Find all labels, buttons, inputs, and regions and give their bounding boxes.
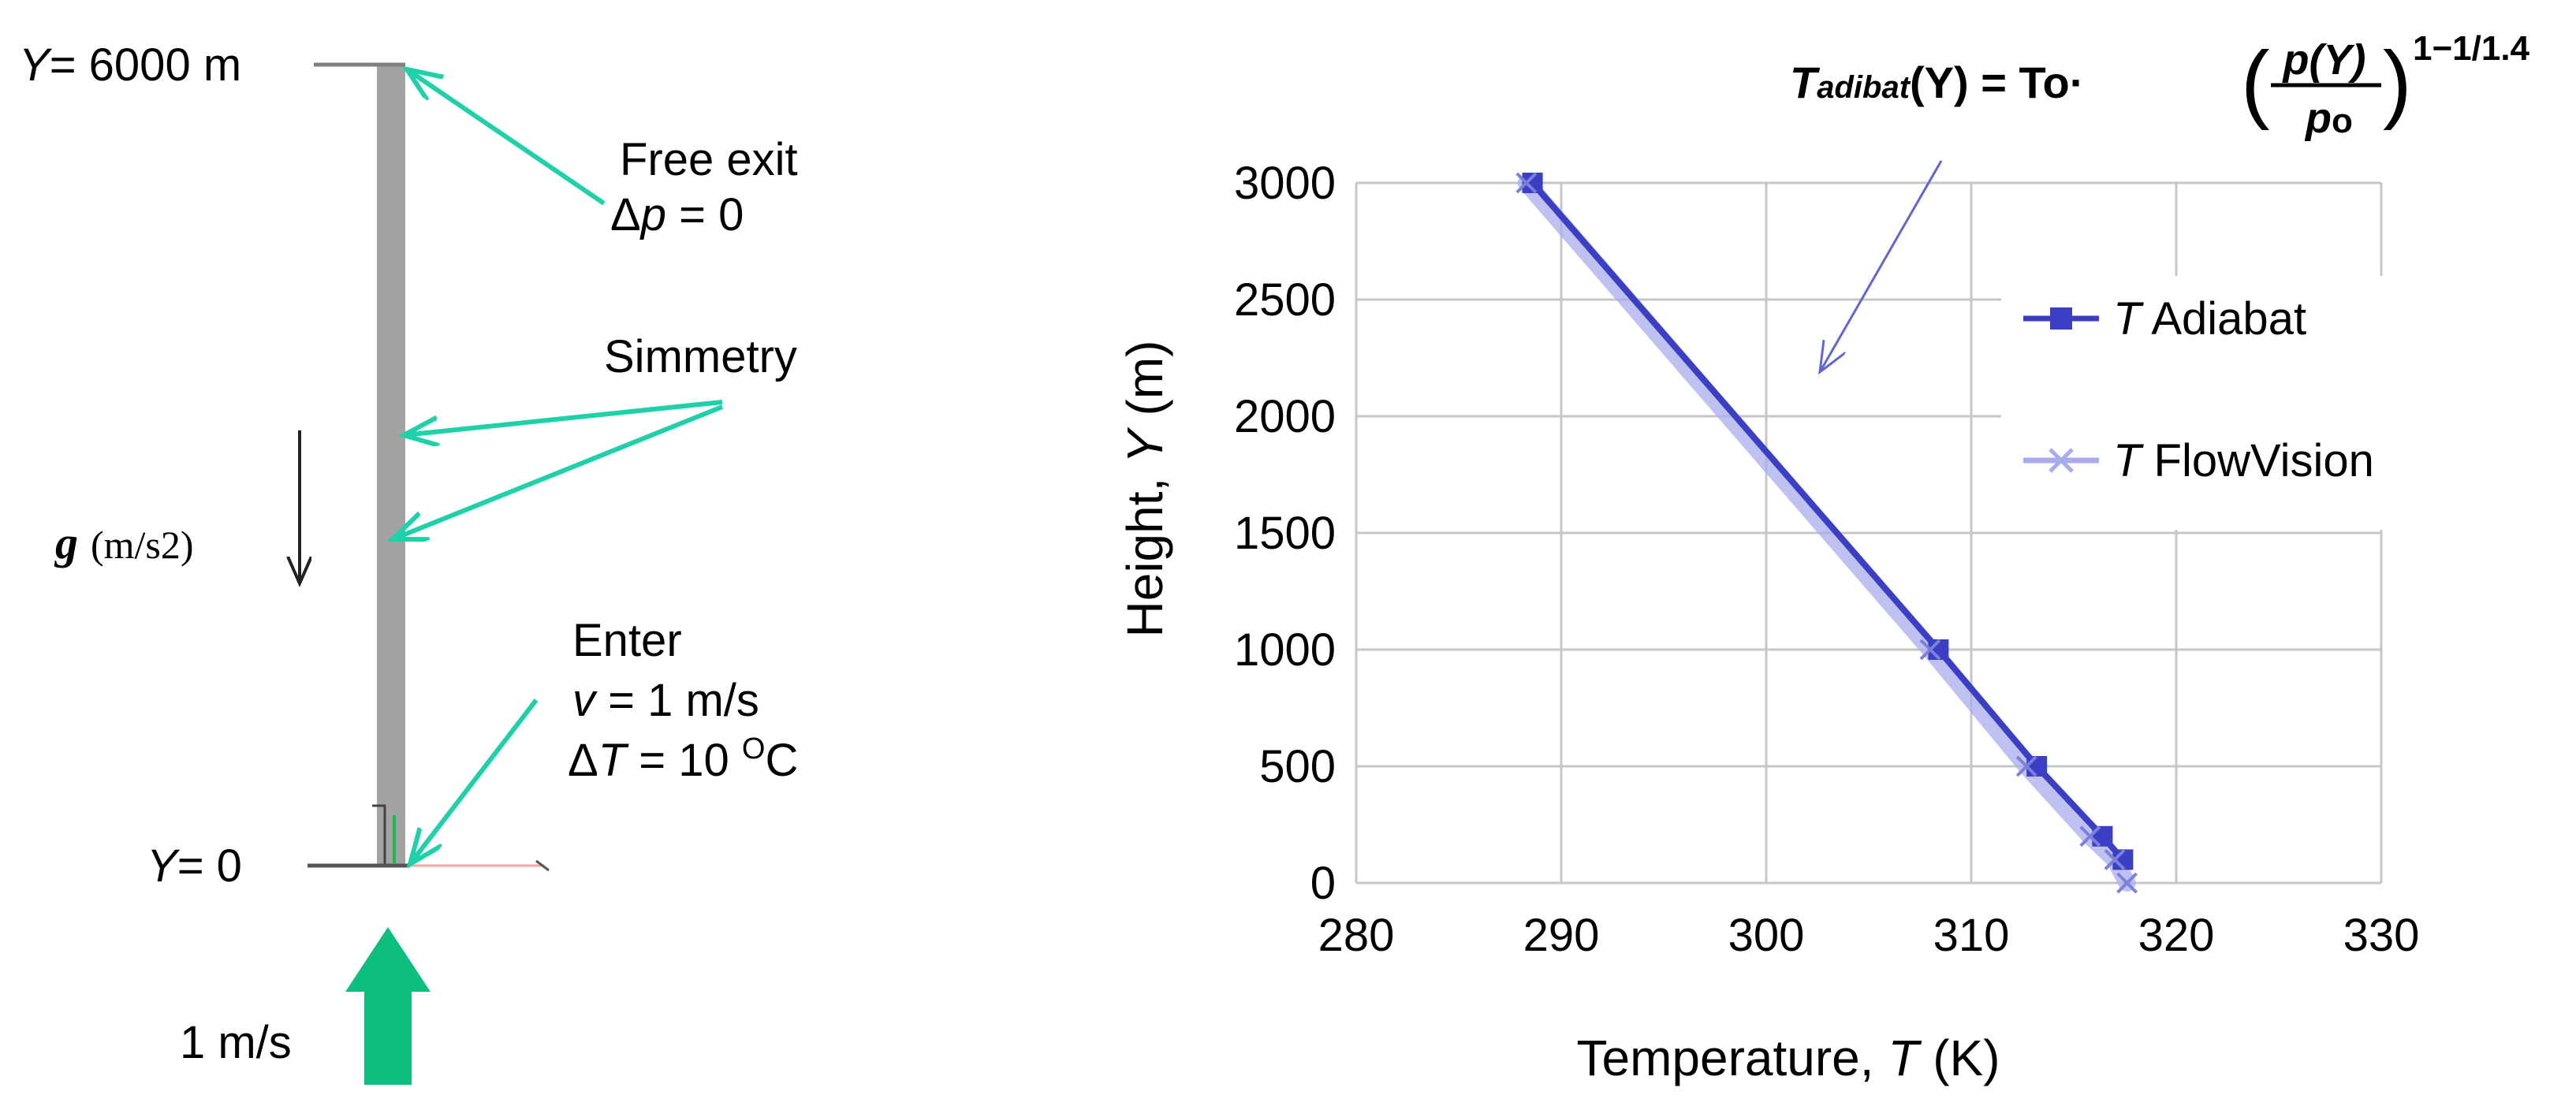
y-tick-label: 2500 xyxy=(1234,274,1336,326)
y-axis-label: Height, Y (m) xyxy=(1117,341,1173,638)
y-axis-label-text: Height, xyxy=(1117,464,1173,638)
y-axis-label-unit: (m) xyxy=(1117,341,1173,430)
enter-velocity-value: = 1 m/s xyxy=(595,675,759,726)
formula-lhs-sub: adibat xyxy=(1817,70,1911,105)
flowvision-point xyxy=(2079,825,2101,847)
top-label-var: Y xyxy=(19,39,53,91)
y-tick-label: 1000 xyxy=(1234,624,1336,676)
flowvision-point xyxy=(2116,872,2138,894)
x-tick-label: 320 xyxy=(2138,910,2215,961)
enter-delta: Δ xyxy=(568,735,598,786)
svg-text:Y= 6000 m: Y= 6000 m xyxy=(19,39,241,91)
flowvision-point xyxy=(2015,755,2037,777)
formula-exponent: 1−1/1.4 xyxy=(2413,29,2530,68)
legend-flowvision-var: T xyxy=(2113,435,2144,486)
flowvision-point xyxy=(1515,172,1538,194)
symmetry-label: Simmetry xyxy=(604,331,797,382)
y-tick-label: 0 xyxy=(1310,858,1336,909)
legend-label-adiabat: T Adiabat xyxy=(2113,293,2306,345)
free-exit-arrow xyxy=(407,69,606,206)
gravity-units: (m/s2) xyxy=(91,523,194,567)
chart: 0 500 1000 1500 2000 2500 3000 280 290 300 310 320… xyxy=(1117,29,2530,1086)
free-exit-value: = 0 xyxy=(666,189,744,240)
svg-text:Δp = 0: Δp = 0 xyxy=(610,189,744,240)
svg-text:po: po xyxy=(2304,95,2353,142)
enter-temp-var: T xyxy=(598,735,629,786)
x-tick-label: 310 xyxy=(1933,910,2010,961)
x-axis-label-var: T xyxy=(1888,1030,1922,1086)
y-tick-label: 3000 xyxy=(1234,158,1336,209)
legend-flowvision-text: FlowVision xyxy=(2141,435,2374,486)
legend-marker-adiabat xyxy=(2050,307,2072,330)
x-tick-label: 280 xyxy=(1318,910,1395,961)
legend-marker-flowvision xyxy=(2048,448,2074,473)
formula-lhs-arg: (Y) = To· xyxy=(1910,58,2084,107)
svg-text:g(m/s2): g (m/s2) xyxy=(54,517,194,568)
free-exit-delta: Δ xyxy=(610,189,641,240)
formula-lhs-var: T xyxy=(1790,58,1821,107)
enter-temp-unit: C xyxy=(765,735,798,786)
legend-label-flowvision: T FlowVision xyxy=(2113,435,2374,486)
top-label-value: = 6000 m xyxy=(50,39,241,91)
x-tick-label: 330 xyxy=(2343,910,2420,961)
bottom-label-var: Y xyxy=(147,840,181,892)
formula-pointer-arrow xyxy=(1820,160,1943,372)
enter-temp-value: = 10 xyxy=(626,735,742,786)
y-axis-label-var: Y xyxy=(1117,426,1173,464)
column-bar xyxy=(377,65,405,866)
flowvision-point xyxy=(1919,639,1941,661)
formula-denominator: p xyxy=(2304,95,2332,142)
formula-denominator-sub: o xyxy=(2332,102,2353,140)
enter-title: Enter xyxy=(572,615,682,666)
x-tick-label: 300 xyxy=(1728,910,1805,961)
x-tick-label: 290 xyxy=(1523,910,1600,961)
legend: T Adiabat T FlowVision xyxy=(2001,276,2474,530)
enter-arrow xyxy=(410,698,539,864)
bottom-label-value: = 0 xyxy=(177,840,242,892)
flowvision-point xyxy=(2104,848,2126,870)
enter-temp-sup: O xyxy=(742,732,766,765)
enter-velocity-var: v xyxy=(572,675,598,726)
symmetry-arrow-lower xyxy=(393,404,724,539)
legend-adiabat-text: Adiabat xyxy=(2141,293,2306,345)
y-tick-label: 1500 xyxy=(1234,508,1336,559)
inlet-speed-label: 1 m/s xyxy=(180,1017,292,1068)
x-tick-labels: 280 290 300 310 320 330 xyxy=(1318,910,2420,961)
gravity-symbol: g xyxy=(54,517,78,568)
free-exit-var: p xyxy=(639,189,666,240)
bottom-bracket-mark xyxy=(372,804,386,864)
formula-numerator: p(Y) xyxy=(2282,36,2366,84)
formula-paren-left: ( xyxy=(2241,34,2270,131)
y-tick-label: 2000 xyxy=(1234,391,1336,442)
x-axis-label-text: Temperature, xyxy=(1576,1030,1888,1086)
x-axis-label: Temperature, T (K) xyxy=(1576,1030,2000,1086)
free-exit-label: Free exit xyxy=(620,134,798,185)
symmetry-arrow-upper xyxy=(404,400,723,435)
formula-paren-right: ) xyxy=(2383,34,2412,131)
formula: Tadibat(Y) = To· ( p(Y) po ) 1−1/1.4 xyxy=(1790,29,2530,142)
legend-adiabat-var: T xyxy=(2113,293,2144,345)
bottom-tick-mark xyxy=(535,859,550,872)
inlet-arrow xyxy=(345,927,431,1085)
svg-text:Tadibat(Y) = To·: Tadibat(Y) = To· xyxy=(1790,58,2084,107)
svg-text:v = 1 m/s: v = 1 m/s xyxy=(572,675,759,726)
svg-text:Y= 0: Y= 0 xyxy=(147,840,242,892)
adiabat-point xyxy=(2026,756,2048,777)
x-axis-label-unit: (K) xyxy=(1918,1030,2000,1086)
y-tick-label: 500 xyxy=(1259,741,1336,792)
schematic: Y= 6000 m Y= 0 Free exit Δp = 0 Simmetry… xyxy=(19,39,798,1085)
svg-text:ΔT = 10 OC: ΔT = 10 OC xyxy=(568,732,798,786)
series-layer xyxy=(1515,172,2138,894)
y-tick-labels: 0 500 1000 1500 2000 2500 3000 xyxy=(1234,158,1336,909)
